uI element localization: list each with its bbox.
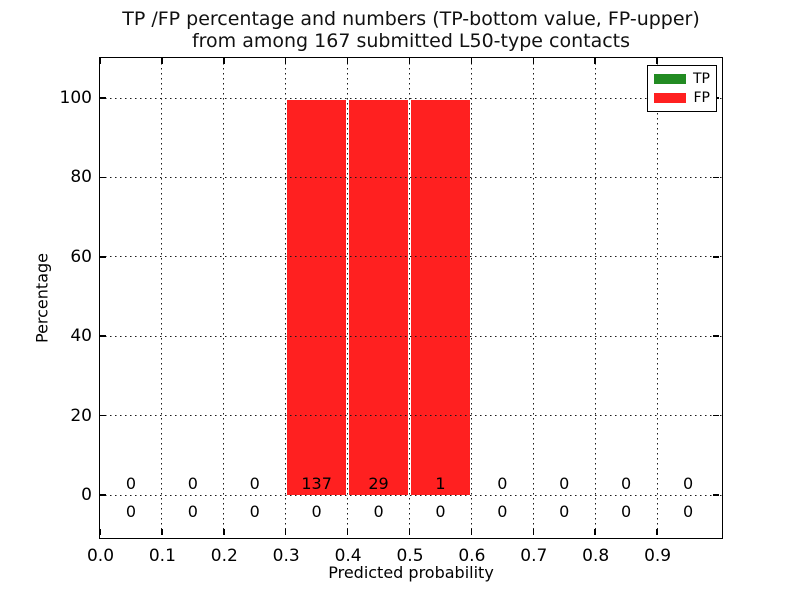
y-tick-mark — [100, 97, 106, 99]
gridline-v — [223, 58, 225, 538]
tp-count-label: 0 — [682, 502, 694, 521]
x-tick-mark — [346, 58, 349, 64]
x-tick-mark — [161, 529, 163, 535]
tp-legend-swatch — [654, 74, 686, 85]
x-tick-mark — [594, 58, 596, 64]
gridline-h — [100, 256, 722, 258]
y-tick-mark — [713, 494, 719, 496]
x-tick-mark — [284, 529, 287, 535]
fp-bar — [349, 100, 408, 495]
x-tick-mark — [470, 58, 473, 64]
tp-count-label: 0 — [373, 502, 384, 521]
fp-count-label: 1 — [435, 474, 446, 493]
gridline-v — [470, 58, 472, 538]
fp-count-label: 0 — [682, 474, 694, 493]
fp-count-label: 0 — [249, 474, 260, 493]
tp-count-label: 0 — [621, 502, 632, 521]
tp-count-label: 0 — [435, 502, 446, 521]
tp-count-label: 0 — [559, 502, 570, 521]
fp-count-label: 29 — [368, 474, 389, 493]
x-tick-label: 0.7 — [520, 546, 548, 566]
gridline-v — [532, 58, 534, 538]
chart-title-line2: from among 167 submitted L50-type contac… — [191, 30, 631, 52]
gridline-h — [100, 176, 722, 178]
fp-legend-swatch — [654, 92, 686, 103]
tp-count-label: 0 — [249, 502, 260, 521]
x-tick-label: 0.0 — [86, 546, 115, 566]
y-tick-mark — [713, 176, 719, 179]
fp-bar — [287, 100, 347, 495]
x-tick-label: 0.1 — [148, 546, 176, 566]
y-tick-label: 0 — [81, 485, 92, 505]
x-tick-mark — [99, 529, 101, 535]
x-tick-mark — [532, 58, 535, 64]
x-tick-label: 0.8 — [582, 546, 610, 566]
chart-title: TP /FP percentage and numbers (TP-bottom… — [111, 8, 711, 52]
y-tick-label: 60 — [70, 246, 92, 267]
x-tick-mark — [532, 529, 535, 535]
tp-count-label: 0 — [187, 502, 198, 521]
x-axis-label: Predicted probability — [328, 563, 494, 582]
x-tick-label: 0.2 — [210, 546, 238, 566]
legend-label: TP — [693, 71, 710, 88]
tp-count-label: 0 — [497, 502, 508, 521]
y-tick-mark — [100, 176, 106, 179]
x-tick-label: 0.6 — [458, 546, 486, 566]
fp-count-label: 0 — [497, 474, 508, 493]
y-tick-label: 100 — [59, 88, 92, 108]
x-tick-mark — [656, 529, 658, 535]
y-tick-mark — [713, 414, 719, 417]
fp-count-label: 0 — [187, 474, 198, 493]
x-tick-mark — [99, 58, 101, 64]
tp-count-label: 0 — [311, 502, 322, 521]
x-tick-mark — [408, 58, 411, 64]
fp-count-label: 0 — [125, 474, 137, 493]
x-tick-mark — [656, 58, 658, 64]
y-tick-mark — [100, 494, 106, 496]
legend: TP FP — [647, 65, 717, 112]
y-tick-mark — [713, 256, 719, 258]
fp-count-label: 0 — [559, 474, 570, 493]
tp-count-label: 0 — [125, 502, 137, 521]
gridline-h — [100, 494, 722, 496]
x-tick-mark — [161, 58, 163, 64]
legend-entry: TP — [654, 72, 710, 86]
gridline-v — [409, 58, 410, 538]
fp-count-label: 137 — [301, 474, 332, 493]
gridline-v — [161, 58, 163, 538]
y-tick-label: 80 — [70, 167, 92, 188]
plot-area: 0 0 0 0 0 0 137 0 29 0 1 0 0 0 0 0 0 0 0 0 TP FP — [99, 57, 723, 539]
gridline-h — [100, 415, 722, 417]
x-tick-mark — [470, 529, 473, 535]
x-tick-mark — [223, 529, 225, 535]
gridline-v — [347, 58, 349, 538]
legend-entry: FP — [654, 91, 710, 105]
y-tick-label: 20 — [70, 405, 92, 426]
x-tick-label: 0.9 — [644, 546, 672, 566]
x-tick-mark — [594, 529, 596, 535]
gridline-v — [594, 58, 596, 538]
x-tick-label: 0.5 — [396, 546, 424, 566]
x-tick-mark — [284, 58, 287, 64]
gridline-v — [285, 58, 287, 538]
fp-bar — [411, 100, 470, 495]
x-tick-mark — [346, 529, 349, 535]
x-tick-label: 0.4 — [334, 546, 362, 566]
y-tick-mark — [100, 414, 106, 417]
fp-count-label: 0 — [621, 474, 632, 493]
y-tick-mark — [713, 335, 719, 337]
legend-label: FP — [693, 89, 711, 106]
x-tick-mark — [223, 58, 225, 64]
gridline-h — [100, 335, 722, 337]
gridline-v — [656, 58, 658, 538]
x-tick-label: 0.3 — [272, 546, 300, 566]
chart-title-line1: TP /FP percentage and numbers (TP-bottom… — [122, 8, 700, 30]
x-tick-mark — [408, 529, 411, 535]
gridline-h — [100, 97, 722, 99]
y-tick-mark — [100, 256, 106, 258]
y-tick-label: 40 — [70, 326, 92, 347]
y-tick-mark — [100, 335, 106, 337]
